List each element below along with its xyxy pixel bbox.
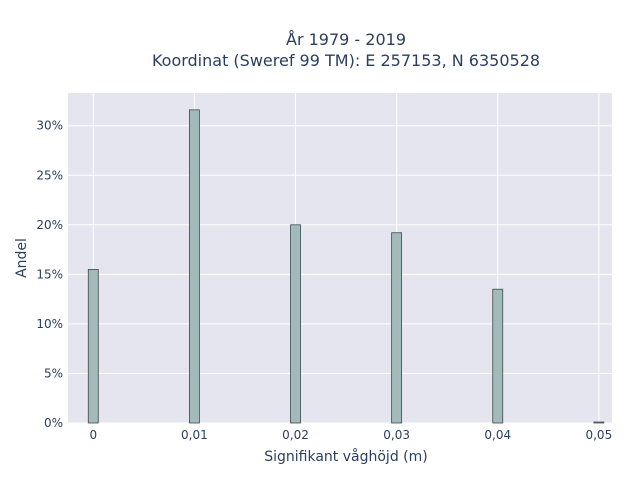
x-tick-label-3: 0,03 [383,428,410,442]
y-tick-label-6: 30% [36,119,63,133]
chart-title-line-2: Koordinat (Sweref 99 TM): E 257153, N 63… [152,51,540,70]
y-tick-label-2: 10% [36,317,63,331]
x-tick-label-0: 0 [89,428,97,442]
bar-0 [87,268,99,424]
y-tick-label-3: 15% [36,267,63,281]
x-tick-label-2: 0,02 [282,428,309,442]
x-tick-label-5: 0,05 [585,428,612,442]
y-axis-title: Andel [14,238,30,278]
x-axis-title: Signifikant våghöjd (m) [264,448,427,465]
bar-0,02 [290,224,301,424]
chart-title-line-1: År 1979 - 2019 [286,30,406,49]
x-tick-label-1: 0,01 [181,428,208,442]
bar-0,01 [188,109,200,424]
plot-area [68,93,612,423]
bar-0,03 [391,232,403,424]
x-tick-label-4: 0,04 [484,428,511,442]
bar-0,05 [593,421,605,424]
y-tick-label-5: 25% [36,168,63,182]
y-tick-label-0: 0% [44,416,63,430]
y-tick-label-1: 5% [44,366,63,380]
y-tick-labels: 0% 5% 10% 15% 20% 25% 30% [36,119,63,430]
y-tick-label-4: 20% [36,218,63,232]
bar-0,04 [492,288,504,424]
bars-group [87,109,605,424]
x-tick-labels: 0 0,01 0,02 0,03 0,04 0,05 [89,428,612,442]
